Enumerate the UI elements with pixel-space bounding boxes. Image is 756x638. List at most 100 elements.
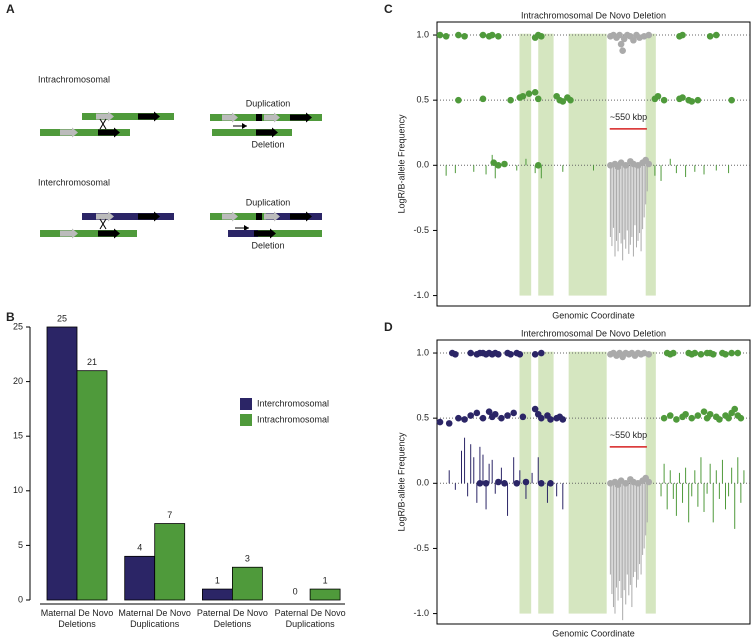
annotation: ~550 kbp: [610, 112, 647, 122]
bar: [124, 555, 156, 601]
baf-point: [495, 351, 502, 358]
legend-label: Interchromosomal: [257, 398, 329, 408]
baf-point: [688, 98, 696, 105]
baf-point: [534, 162, 542, 169]
baf-point: [531, 405, 539, 413]
bar: [154, 523, 186, 601]
baf-point: [630, 36, 637, 44]
baf-point: [461, 416, 468, 423]
x-tick-label: Paternal De Novo Duplications: [274, 608, 346, 629]
baf-point: [728, 349, 735, 357]
arrow: [290, 112, 312, 123]
baf-point: [622, 162, 630, 169]
baf-point: [709, 351, 717, 358]
arrow: [264, 112, 280, 123]
baf-point: [654, 92, 662, 100]
baf-point: [679, 31, 686, 39]
legend-swatch: [240, 398, 252, 410]
crossover: [99, 118, 107, 130]
chart-title: Interchromosomal De Novo Deletion: [521, 328, 666, 338]
baf-point: [713, 31, 720, 39]
baf-point: [737, 414, 745, 422]
arrow: [290, 211, 312, 222]
baf-point: [531, 89, 539, 96]
baf-point: [645, 351, 653, 358]
chromosome: [212, 129, 292, 136]
baf-point: [538, 349, 545, 357]
value-label: 1: [215, 575, 220, 585]
arrow: [138, 211, 160, 222]
y-tick-label: 0.5: [416, 95, 429, 105]
legend-swatch: [240, 414, 252, 426]
arrow: [256, 127, 278, 138]
x-tick-label: Maternal De Novo Duplications: [118, 608, 191, 629]
baf-point: [547, 416, 554, 423]
baf-point: [534, 95, 542, 103]
baf-point: [538, 414, 545, 422]
y-tick-label: -1.0: [413, 290, 429, 300]
panel-label: C: [384, 2, 393, 16]
baf-point: [476, 480, 484, 487]
y-tick-label: 1.0: [416, 347, 429, 357]
baf-point: [706, 410, 714, 418]
diagram-label: Deletion: [251, 240, 284, 250]
shaded-region: [538, 33, 554, 296]
y-tick-label: -0.5: [413, 225, 429, 235]
baf-point: [467, 349, 475, 357]
baf-point: [467, 412, 475, 419]
arrow: [60, 228, 78, 239]
chart-title: Intrachromosomal De Novo Deletion: [521, 10, 666, 20]
arrow: [254, 228, 276, 239]
chromosome: [258, 230, 322, 237]
baf-point: [495, 162, 502, 169]
baf-point: [485, 408, 493, 415]
baf-point: [622, 480, 630, 487]
frame: [436, 21, 751, 307]
x-tick-label: Maternal De Novo Deletions: [40, 608, 114, 629]
baf-point: [436, 31, 444, 39]
crossover: [99, 218, 107, 230]
baf-point: [619, 47, 626, 54]
baf-point: [510, 409, 517, 417]
y-tick-label: 15: [13, 431, 23, 441]
baf-point: [516, 351, 524, 358]
x-axis-label: Genomic Coordinate: [552, 628, 635, 638]
baf-point: [519, 92, 527, 100]
value-label: 4: [137, 543, 142, 553]
baf-point: [482, 480, 490, 487]
value-label: 1: [323, 575, 328, 585]
y-tick-label: 0.0: [416, 160, 429, 170]
baf-point: [547, 480, 554, 487]
arrow: [138, 111, 160, 122]
process-arrow: [244, 225, 249, 231]
y-tick-label: 5: [18, 540, 23, 550]
bar: [76, 370, 108, 601]
baf-point: [479, 31, 487, 39]
baf-point: [491, 410, 499, 418]
y-tick-label: 0.5: [416, 413, 429, 423]
y-tick-label: 10: [13, 485, 23, 495]
baf-point: [507, 96, 514, 104]
baf-point: [716, 416, 723, 423]
bar: [231, 566, 263, 601]
chromosome: [40, 230, 137, 237]
baf-point: [660, 414, 668, 422]
baf-point: [452, 351, 459, 358]
x-tick-label: Paternal De Novo Deletions: [196, 608, 268, 629]
y-tick-label: -0.5: [413, 543, 429, 553]
y-tick-label: 0: [18, 594, 23, 604]
arrow: [98, 228, 120, 239]
block: [256, 114, 262, 121]
y-axis-label: LogR/B-allele Frequency: [396, 432, 406, 532]
baf-point: [455, 414, 462, 422]
baf-point: [616, 31, 623, 39]
bar: [46, 326, 78, 601]
baf-point: [725, 414, 732, 422]
diagram-title: Intrachromosomal: [38, 74, 110, 84]
baf-point: [495, 478, 502, 486]
arrow: [222, 211, 238, 222]
diagram-label: Deletion: [251, 139, 284, 149]
baf-point: [488, 31, 496, 39]
bar: [309, 588, 341, 601]
baf-point: [673, 416, 680, 423]
